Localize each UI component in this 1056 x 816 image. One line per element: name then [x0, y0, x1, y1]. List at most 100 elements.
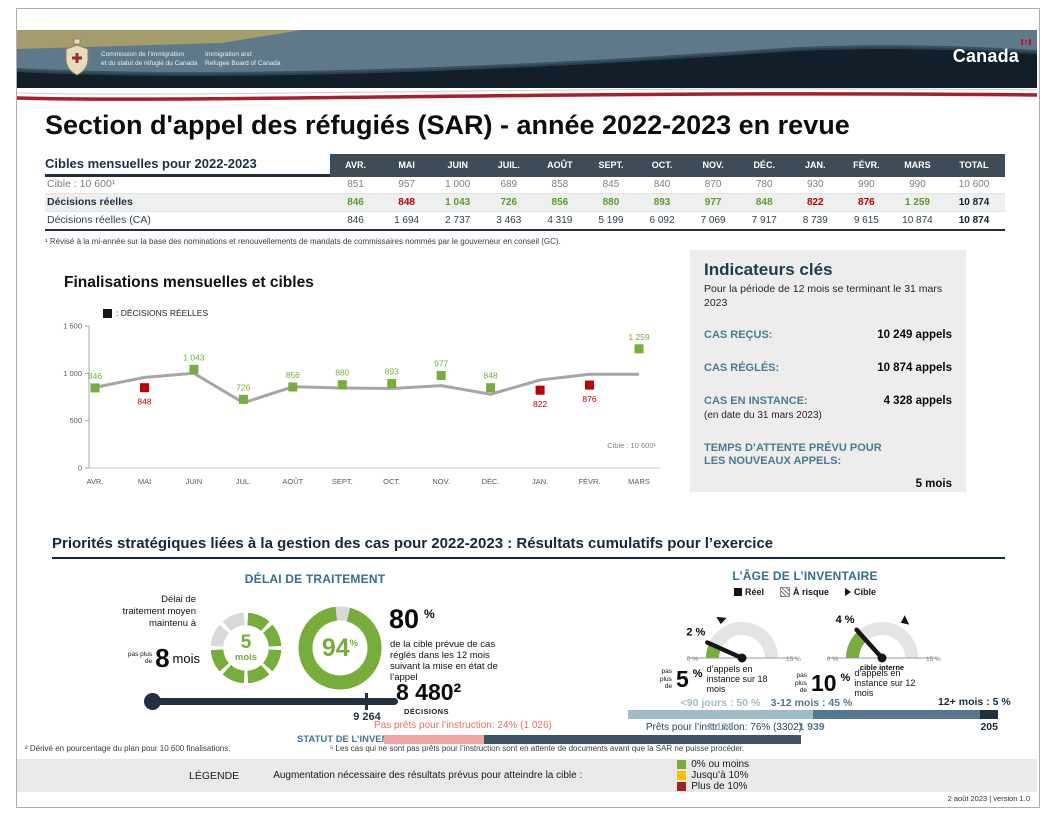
actual-point — [585, 380, 594, 390]
table-footnote: ¹ Révisé à la mi-année sur la base des n… — [45, 237, 561, 246]
table-cell: 689 — [500, 179, 518, 190]
svg-text:846: 846 — [88, 371, 102, 381]
chart-title: Finalisations mensuelles et cibles — [64, 274, 314, 291]
indicator-value: 5 mois — [915, 478, 952, 491]
gauge2-pas-plus-de: pas plus de — [795, 672, 807, 694]
target-marker — [716, 616, 727, 625]
table-cell: 7 069 — [700, 215, 726, 226]
table-cell: 840 — [653, 179, 671, 190]
svg-text:848: 848 — [137, 397, 151, 407]
svg-text:500: 500 — [69, 416, 82, 425]
canada-wordmark: Canada — [953, 39, 1031, 67]
table-cell: 1 043 — [445, 197, 471, 208]
legend-title: LÉGENDE — [189, 769, 240, 782]
banner-red-curve — [17, 88, 1037, 101]
donut2-unit: % — [349, 637, 359, 649]
indicator-label: CAS REÇUS: — [704, 329, 773, 342]
legend-color-icon — [677, 771, 687, 780]
pct-of-plan: 80 % — [389, 606, 435, 633]
age-gauge-18-months: 0 % 15 % 2 % — [662, 600, 822, 672]
legend-desc: Augmentation nécessaire des résultats pr… — [273, 770, 583, 781]
footnote-5: ⁵ Les cas qui ne sont pas prêts pour l’i… — [330, 744, 745, 753]
banner-art — [17, 30, 1037, 88]
svg-text:726: 726 — [236, 382, 250, 392]
table-row: Cible : 10 600¹ 851 957 1 000 689 858 845 840 87… — [45, 176, 1005, 194]
table-cell: 822 — [806, 197, 824, 208]
actual-point — [337, 380, 347, 390]
table-cell: 4 319 — [547, 215, 573, 226]
table-cell: 876 — [858, 197, 875, 208]
actual-point — [535, 385, 545, 395]
gauge2-target-unit: % — [840, 672, 851, 685]
legend-item: Plus de 10% — [677, 781, 749, 792]
svg-text:AOÛT: AOÛT — [282, 477, 303, 486]
svg-text:JAN.: JAN. — [532, 477, 548, 486]
row-label: Cible : 10 600¹ — [47, 178, 116, 190]
dept-en-line1: Immigration and — [205, 51, 252, 58]
actual-point — [486, 383, 496, 393]
coat-of-arms-icon — [63, 37, 91, 77]
age-bucket-value-3-12months: 1 939 — [798, 721, 825, 733]
age-gauge-12-months: 0 % 15 % 4 % cible interne — [802, 600, 962, 672]
svg-text:JUL.: JUL. — [236, 477, 251, 486]
red-curve-line — [17, 92, 1037, 101]
month-header: JUIN — [432, 154, 484, 177]
month-header: DÉC. — [738, 154, 790, 177]
svg-text:1 500: 1 500 — [63, 322, 82, 331]
table-cell: 726 — [500, 197, 518, 208]
svg-text:856: 856 — [286, 370, 300, 380]
month-header: TOTAL — [942, 154, 1005, 177]
table-cell: 10 600 — [958, 179, 990, 190]
row-label: Décisions réelles (CA) — [47, 214, 151, 226]
at-risk-legend-icon — [779, 587, 790, 597]
svg-text:AVR.: AVR. — [87, 477, 104, 486]
actual-point — [436, 371, 446, 380]
gauge1-target-value: 5 — [675, 665, 689, 692]
indicator-label: CAS EN INSTANCE: — [704, 394, 808, 407]
table-cell: 3 463 — [496, 215, 522, 226]
table-cell: 846 — [347, 215, 364, 226]
age-bar-segment — [979, 710, 998, 719]
months-value: 8 — [155, 643, 170, 673]
monthly-targets-table: Cibles mensuelles pour 2022-2023 AVR. MAI… — [45, 154, 1005, 246]
table-cell: 957 — [398, 179, 415, 190]
table-cell: 1 000 — [445, 179, 471, 190]
not-ready-segment — [384, 735, 485, 744]
legend-square-icon — [103, 308, 112, 318]
legend-item: 0% ou moins — [677, 759, 749, 770]
inventory-status-label: STATUT DE L’INVENTAIRE — [297, 734, 417, 745]
svg-text:0: 0 — [78, 464, 82, 473]
svg-text:15 %: 15 % — [786, 656, 801, 663]
actual-point — [90, 383, 100, 393]
legend-real-label: Réel — [744, 587, 764, 597]
table-cell: 880 — [602, 197, 620, 208]
page-border — [16, 8, 1040, 808]
target-legend-icon — [845, 588, 851, 596]
svg-text:JUIN: JUIN — [186, 477, 203, 486]
legend-items: 0% ou moins Jusqu’à 10% Plus de 10% — [622, 759, 749, 792]
months-unit: mois — [172, 650, 200, 666]
gauge-needle — [854, 627, 885, 661]
svg-text:15 %: 15 % — [926, 656, 941, 663]
not-ready-label: Pas prêts pour l’instruction: 24% (1 026… — [374, 720, 552, 731]
age-bucket-label-12plus: 12+ mois : 5 % — [938, 696, 1011, 708]
table-cell: 5 199 — [598, 215, 624, 226]
grey-curve-line — [17, 88, 1037, 95]
svg-text:893: 893 — [385, 367, 399, 377]
actual-point — [634, 344, 644, 354]
actual-point — [387, 379, 397, 388]
table-cell: 858 — [551, 179, 569, 190]
banner-khaki-shape — [17, 30, 302, 49]
gauge1-target-unit: % — [692, 668, 703, 681]
target-marker — [900, 615, 910, 625]
avg-processing-donut: 5 mois — [204, 606, 288, 690]
indicator-item: CAS REÇUS: 10 249 appels — [704, 329, 952, 343]
table-cell: 9 615 — [853, 215, 879, 226]
actual-point — [189, 364, 199, 374]
age-bar-segment — [628, 710, 813, 719]
actual-point — [140, 383, 149, 393]
indicators-subtitle: Pour la période de 12 mois se terminant … — [704, 283, 943, 309]
gauge1-desc: d’appels en instance sur 18 mois — [706, 664, 768, 695]
table-cell: 990 — [858, 179, 875, 190]
